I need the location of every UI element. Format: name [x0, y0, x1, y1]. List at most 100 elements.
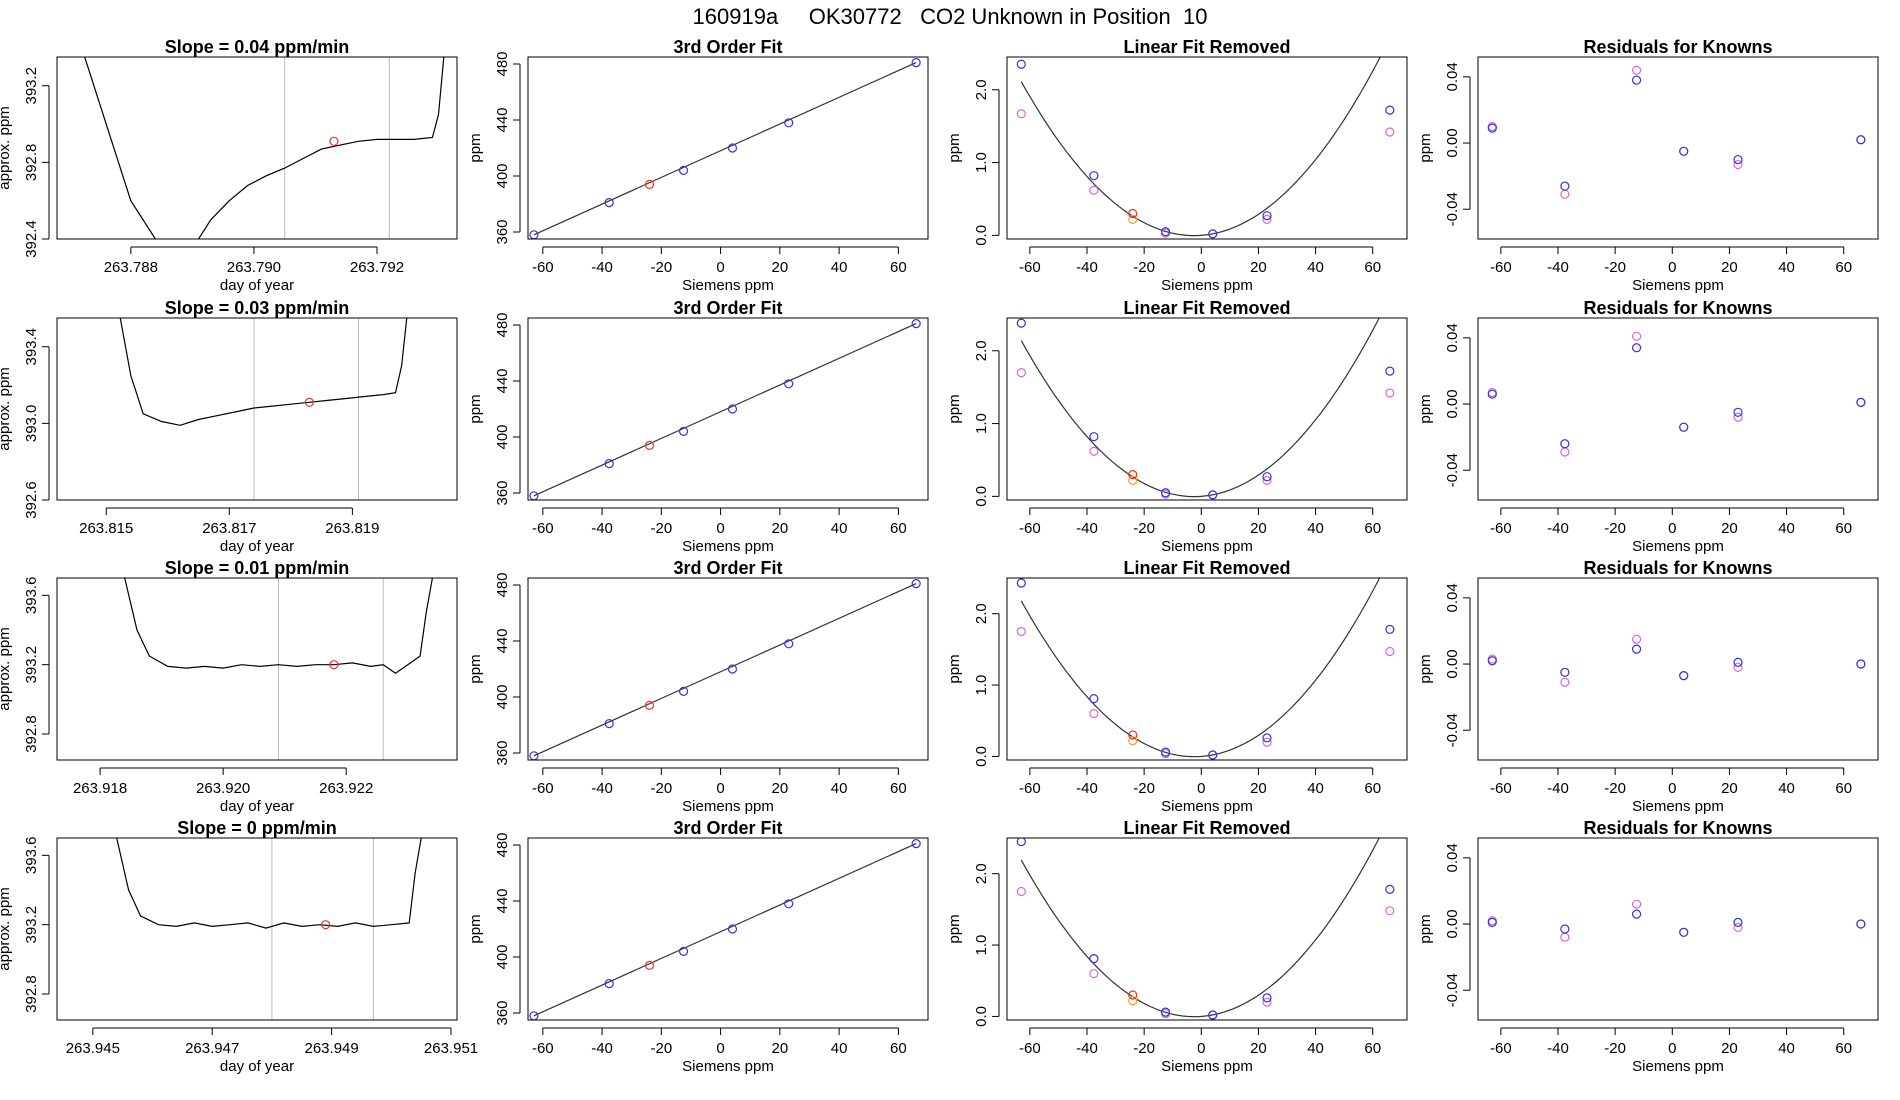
x-tick-label: 60: [890, 259, 907, 276]
y-tick-label: 0.00: [1444, 389, 1461, 418]
known-point: [1560, 181, 1570, 191]
y-tick-label: 360: [494, 480, 511, 505]
alt-point: [1262, 214, 1272, 224]
x-tick-label: 20: [772, 780, 789, 797]
plot-area: [84, 57, 445, 239]
y-tick-label: 480: [494, 572, 511, 597]
known-point: [911, 319, 921, 329]
y-tick-label: -0.04: [1444, 192, 1461, 226]
panel-title: Slope = 0.03 ppm/min: [165, 298, 350, 318]
x-tick-label: 0: [716, 780, 724, 797]
mean-point: [304, 397, 314, 407]
alt-point: [1262, 737, 1272, 747]
y-tick-label: -0.04: [1444, 713, 1461, 747]
x-tick-label: 40: [831, 259, 848, 276]
known-point: [1631, 343, 1642, 353]
mean-point: [329, 660, 339, 670]
x-tick-label: 60: [1835, 520, 1852, 537]
known-point: [1089, 954, 1099, 964]
alt-point: [1385, 646, 1395, 657]
plot-area: [529, 578, 921, 760]
unknown-point: [644, 440, 655, 450]
alt-point: [1385, 388, 1395, 398]
x-tick-label: 20: [1250, 520, 1267, 537]
unknown-point: [1128, 990, 1138, 1000]
figure-title: 160919a OK30772 CO2 Unknown in Position …: [0, 4, 1900, 30]
x-axis-label: Siemens ppm: [682, 1058, 774, 1075]
known-point: [1856, 397, 1866, 407]
panel-title: Residuals for Knowns: [1583, 37, 1772, 57]
x-tick-label: -20: [650, 1040, 672, 1057]
x-tick-label: -20: [1133, 780, 1155, 797]
alt-point: [1089, 446, 1099, 456]
known-point: [1679, 146, 1689, 156]
known-point: [1385, 884, 1395, 894]
plot-frame: [1477, 317, 1879, 501]
x-tick-label: -20: [650, 259, 672, 276]
known-point: [678, 426, 689, 436]
plot-frame: [1477, 577, 1879, 761]
x-tick-label: 20: [1721, 780, 1738, 797]
y-tick-label: 393.2: [23, 906, 40, 944]
x-axis-label: Siemens ppm: [1161, 277, 1253, 294]
x-tick-label: 263.918: [73, 780, 127, 797]
chart-panel-2: 3rd Order Fit -60 -40 -20 0 20 40 60 Siemens ppm…: [467, 37, 929, 294]
panel-title: Residuals for Knowns: [1583, 818, 1772, 838]
panel-title: 3rd Order Fit: [673, 298, 782, 318]
y-tick-label: 0.00: [1444, 909, 1461, 938]
x-tick-label: -40: [1547, 259, 1569, 276]
known-point: [1160, 1007, 1171, 1017]
alt-point: [1016, 626, 1026, 637]
known-point: [1679, 422, 1689, 432]
x-tick-label: -20: [1604, 520, 1626, 537]
panel-title: Linear Fit Removed: [1123, 37, 1290, 57]
y-tick-label: 400: [494, 944, 511, 969]
known-point: [1089, 694, 1099, 704]
unknown-point: [644, 700, 655, 711]
x-tick-label: -40: [591, 259, 613, 276]
x-tick-label: 20: [772, 259, 789, 276]
known-point: [784, 639, 794, 649]
known-point: [1208, 750, 1218, 760]
y-tick-label: 1.0: [973, 152, 990, 173]
y-tick-label: 2.0: [973, 79, 990, 100]
x-tick-label: -60: [532, 780, 554, 797]
x-tick-label: 0: [716, 520, 724, 537]
x-tick-label: -60: [1490, 780, 1512, 797]
unknown-point: [1128, 469, 1138, 480]
y-tick-label: 360: [494, 740, 511, 765]
x-axis-label: day of year: [220, 277, 294, 294]
panel-title: Residuals for Knowns: [1583, 558, 1772, 578]
fit-curve: [1020, 57, 1381, 237]
x-tick-label: -60: [1019, 780, 1041, 797]
x-axis-label: day of year: [220, 798, 294, 815]
x-tick-label: 0: [1197, 1040, 1205, 1057]
x-tick-label: 60: [890, 1040, 907, 1057]
y-tick-label: 1.0: [973, 413, 990, 434]
mean-point: [321, 920, 331, 930]
y-tick-label: 440: [494, 368, 511, 393]
alt-point: [1089, 185, 1099, 195]
y-axis-label: ppm: [1417, 394, 1434, 423]
x-tick-label: 40: [1778, 520, 1795, 537]
y-tick-label: 0.0: [973, 1006, 990, 1027]
known-point: [784, 899, 794, 909]
chart-panel-12: Residuals for Knowns -60 -40 -20 0 20 40 60 Siem…: [1417, 558, 1879, 815]
y-tick-label: 392.8: [23, 715, 40, 753]
x-tick-label: -40: [1076, 520, 1098, 537]
x-axis-label: Siemens ppm: [682, 798, 774, 815]
plot-frame: [527, 56, 929, 240]
fit-curve: [1020, 578, 1381, 758]
chart-panel-11: Linear Fit Removed -60 -40 -20 0 20 40 60 Siemen…: [946, 558, 1408, 815]
unknown-point: [1128, 208, 1138, 219]
alt-point: [1089, 969, 1099, 979]
alt-point: [1560, 447, 1570, 457]
y-tick-label: 0.00: [1444, 649, 1461, 678]
known-point: [1385, 624, 1395, 634]
chart-panel-10: 3rd Order Fit -60 -40 -20 0 20 40 60 Siemens ppm…: [467, 558, 929, 815]
panel-title: Slope = 0.04 ppm/min: [165, 37, 350, 57]
x-tick-label: 263.951: [424, 1040, 478, 1057]
known-point: [1487, 917, 1497, 927]
chart-panel-13: Slope = 0 ppm/min 263.945 263.947 263.949 26…: [0, 818, 478, 1075]
